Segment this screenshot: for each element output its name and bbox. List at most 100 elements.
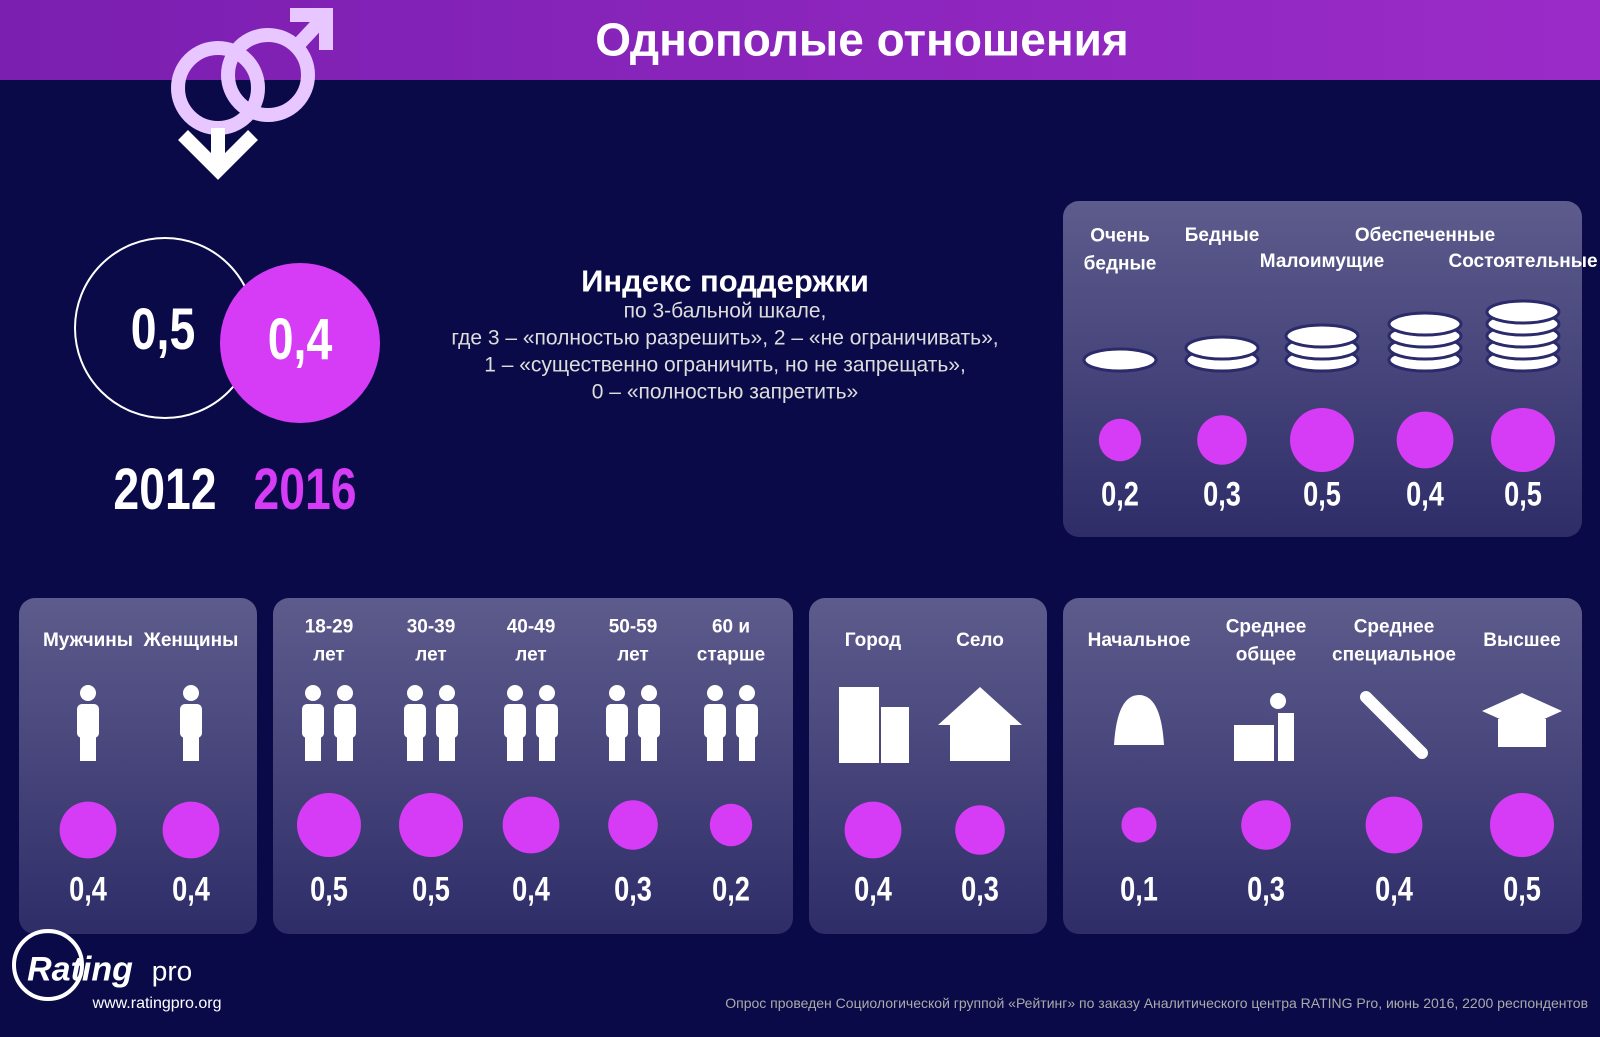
year-label: 2012 <box>113 456 217 522</box>
bubble <box>1290 408 1354 472</box>
item-value: 0,5 <box>1303 475 1341 514</box>
item-value: 0,5 <box>412 870 450 909</box>
person-legs <box>739 735 755 761</box>
person-head <box>439 685 455 701</box>
person-legs <box>407 735 423 761</box>
person-legs <box>80 735 96 761</box>
overall-value: 0,4 <box>267 306 333 372</box>
cap <box>1498 719 1546 747</box>
logo-ring <box>12 929 84 1001</box>
item-label: Среднее специальное <box>1332 616 1456 665</box>
bubble <box>1241 800 1291 850</box>
house <box>950 725 1010 761</box>
person-body <box>606 704 628 738</box>
desk <box>1234 725 1274 761</box>
item-value: 0,5 <box>310 870 348 909</box>
item-label: Мужчины <box>42 630 134 652</box>
item-label: Очень бедные <box>1083 225 1157 274</box>
person-legs <box>305 735 321 761</box>
item-label: Малоимущие <box>1259 251 1385 273</box>
item-value: 0,4 <box>172 870 210 909</box>
building <box>839 687 879 763</box>
year-label: 2016 <box>253 456 357 522</box>
legend-line: где 3 – «полностью разрешить», 2 – «не о… <box>451 326 999 350</box>
item-label: 50-59 лет <box>608 616 658 665</box>
item-label: Село <box>956 630 1004 652</box>
item-label: Высшее <box>1483 630 1561 652</box>
item-value: 0,4 <box>854 870 892 909</box>
person-body <box>504 704 526 738</box>
item-value: 0,2 <box>1101 475 1139 514</box>
item-value: 0,3 <box>614 870 652 909</box>
item-value: 0,4 <box>69 870 107 909</box>
item-label: Женщины <box>143 630 239 652</box>
person-head <box>609 685 625 701</box>
person-legs <box>609 735 625 761</box>
item-value: 0,4 <box>1375 870 1413 909</box>
legend-title: Индекс поддержки <box>581 263 869 299</box>
person-legs <box>337 735 353 761</box>
person-legs <box>707 735 723 761</box>
item-value: 0,3 <box>1247 870 1285 909</box>
title: Однополые отношения <box>595 13 1129 66</box>
bubble <box>399 793 463 857</box>
logo-name: Rating <box>27 950 133 989</box>
person-body <box>77 704 99 738</box>
person-head <box>80 685 96 701</box>
bubble <box>1197 415 1247 465</box>
bubble <box>59 801 117 859</box>
person-body <box>704 704 726 738</box>
item-label: Состоятельные <box>1448 251 1598 273</box>
bubble <box>844 801 902 859</box>
item-label: Бедные <box>1184 225 1260 247</box>
logo-url: www.ratingpro.org <box>92 995 222 1012</box>
item-label: Обеспеченные <box>1354 225 1496 247</box>
person-head <box>407 685 423 701</box>
bubble <box>1396 411 1454 469</box>
legend-line: 1 – «существенно ограничить, но не запре… <box>484 353 966 377</box>
item-value: 0,3 <box>1203 475 1241 514</box>
person-body <box>536 704 558 738</box>
person-body <box>404 704 426 738</box>
item-value: 0,5 <box>1503 870 1541 909</box>
bell <box>1114 695 1164 745</box>
person-head <box>507 685 523 701</box>
logo-suffix: pro <box>151 955 193 987</box>
item-label: 60 и старше <box>696 616 766 665</box>
person-head <box>707 685 723 701</box>
person-body <box>436 704 458 738</box>
item-value: 0,4 <box>1406 475 1444 514</box>
person-legs <box>641 735 657 761</box>
person-head <box>739 685 755 701</box>
item-label: 30-39 лет <box>406 616 456 665</box>
bubble <box>709 803 753 847</box>
panel <box>273 598 793 934</box>
coin <box>1485 299 1561 325</box>
head <box>1270 693 1286 709</box>
bubble <box>297 793 361 857</box>
item-value: 0,3 <box>961 870 999 909</box>
item-value: 0,5 <box>1504 475 1542 514</box>
person-head <box>305 685 321 701</box>
item-label: Среднее общее <box>1225 616 1307 665</box>
wrench <box>1360 691 1428 759</box>
panel <box>1063 598 1582 934</box>
item-label: 40-49 лет <box>506 616 556 665</box>
person-body <box>302 704 324 738</box>
overall-bubble <box>220 263 380 423</box>
person-legs <box>439 735 455 761</box>
item-value: 0,2 <box>712 870 750 909</box>
bubble <box>1121 807 1157 843</box>
item-value: 0,1 <box>1120 870 1158 909</box>
person-body <box>180 704 202 738</box>
house <box>938 687 1022 725</box>
bubble <box>1490 793 1554 857</box>
person-head <box>183 685 199 701</box>
person-head <box>641 685 657 701</box>
item-label: Город <box>844 630 902 652</box>
person-head <box>539 685 555 701</box>
bubble <box>608 800 658 850</box>
bubble <box>1491 408 1555 472</box>
